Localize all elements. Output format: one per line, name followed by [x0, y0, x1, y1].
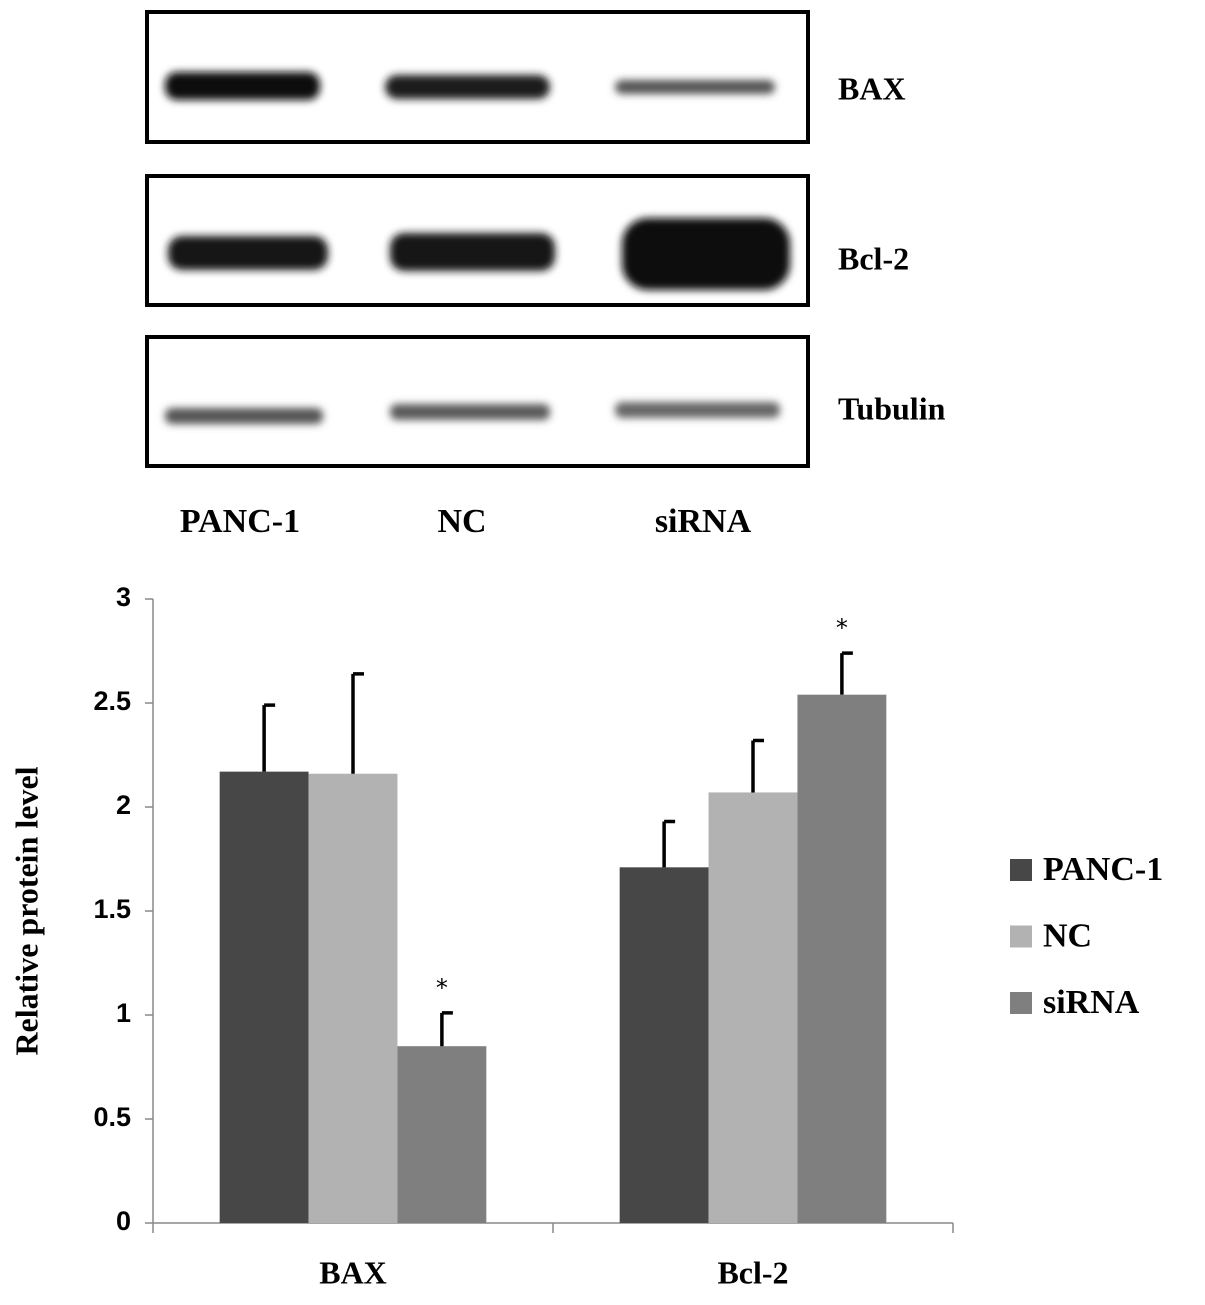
bar	[219, 771, 309, 1223]
y-tick-label: 0	[116, 1206, 131, 1236]
blot-row-label: Tubulin	[838, 390, 946, 426]
legend-label: PANC-1	[1043, 851, 1163, 888]
bands	[165, 72, 775, 100]
blot-row-label: BAX	[838, 70, 906, 106]
legend-label: siRNA	[1043, 984, 1140, 1021]
y-tick-label: 2.5	[93, 686, 131, 716]
error-bar	[440, 1011, 453, 1047]
blot-panel	[145, 335, 810, 468]
error-bar	[751, 738, 764, 793]
blot-row-label: Bcl-2	[838, 240, 909, 276]
y-tick-label: 3	[116, 582, 131, 612]
blot-lane-label: siRNA	[655, 503, 752, 540]
bands	[165, 402, 780, 424]
error-bar	[662, 819, 676, 868]
x-tick-label: BAX	[319, 1254, 387, 1290]
error-bar	[262, 703, 276, 772]
error-bar	[351, 672, 364, 774]
y-axis-title: Relative protein level	[8, 766, 44, 1055]
bar	[308, 773, 398, 1223]
blot-lane-label: PANC-1	[180, 503, 300, 540]
significance-marker: *	[836, 614, 848, 642]
y-tick-label: 2	[116, 790, 131, 820]
y-tick-label: 1	[116, 998, 131, 1028]
y-tick-label: 0.5	[93, 1102, 131, 1132]
significance-marker: *	[436, 974, 448, 1002]
error-bar	[840, 651, 853, 695]
bar	[619, 867, 709, 1223]
blot: BAX Bcl-2 Tubulin PANC-1 NC siRNA	[145, 10, 946, 540]
legend-swatch	[1010, 925, 1032, 948]
y-tick-label: 1.5	[93, 894, 131, 924]
blot-lane-label: NC	[437, 503, 486, 540]
bar	[708, 792, 798, 1223]
bands	[168, 218, 790, 290]
legend-swatch	[1010, 992, 1032, 1014]
bar	[397, 1046, 487, 1223]
legend-label: NC	[1043, 917, 1092, 954]
x-tick-label: Bcl-2	[717, 1254, 788, 1290]
legend-swatch	[1010, 859, 1032, 881]
bar	[797, 694, 887, 1223]
